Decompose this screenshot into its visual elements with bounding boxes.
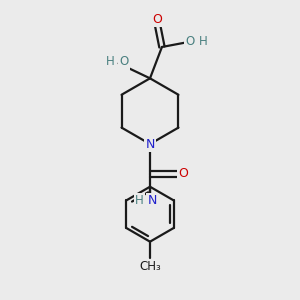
Text: O: O (119, 56, 129, 68)
Text: N: N (145, 137, 155, 151)
Text: H: H (135, 194, 144, 207)
Text: H: H (199, 34, 208, 47)
Text: O: O (152, 13, 162, 26)
Text: O: O (185, 34, 195, 47)
Text: H: H (106, 56, 115, 68)
Text: CH₃: CH₃ (139, 260, 161, 274)
Text: N: N (147, 194, 157, 207)
Text: O: O (178, 167, 188, 180)
